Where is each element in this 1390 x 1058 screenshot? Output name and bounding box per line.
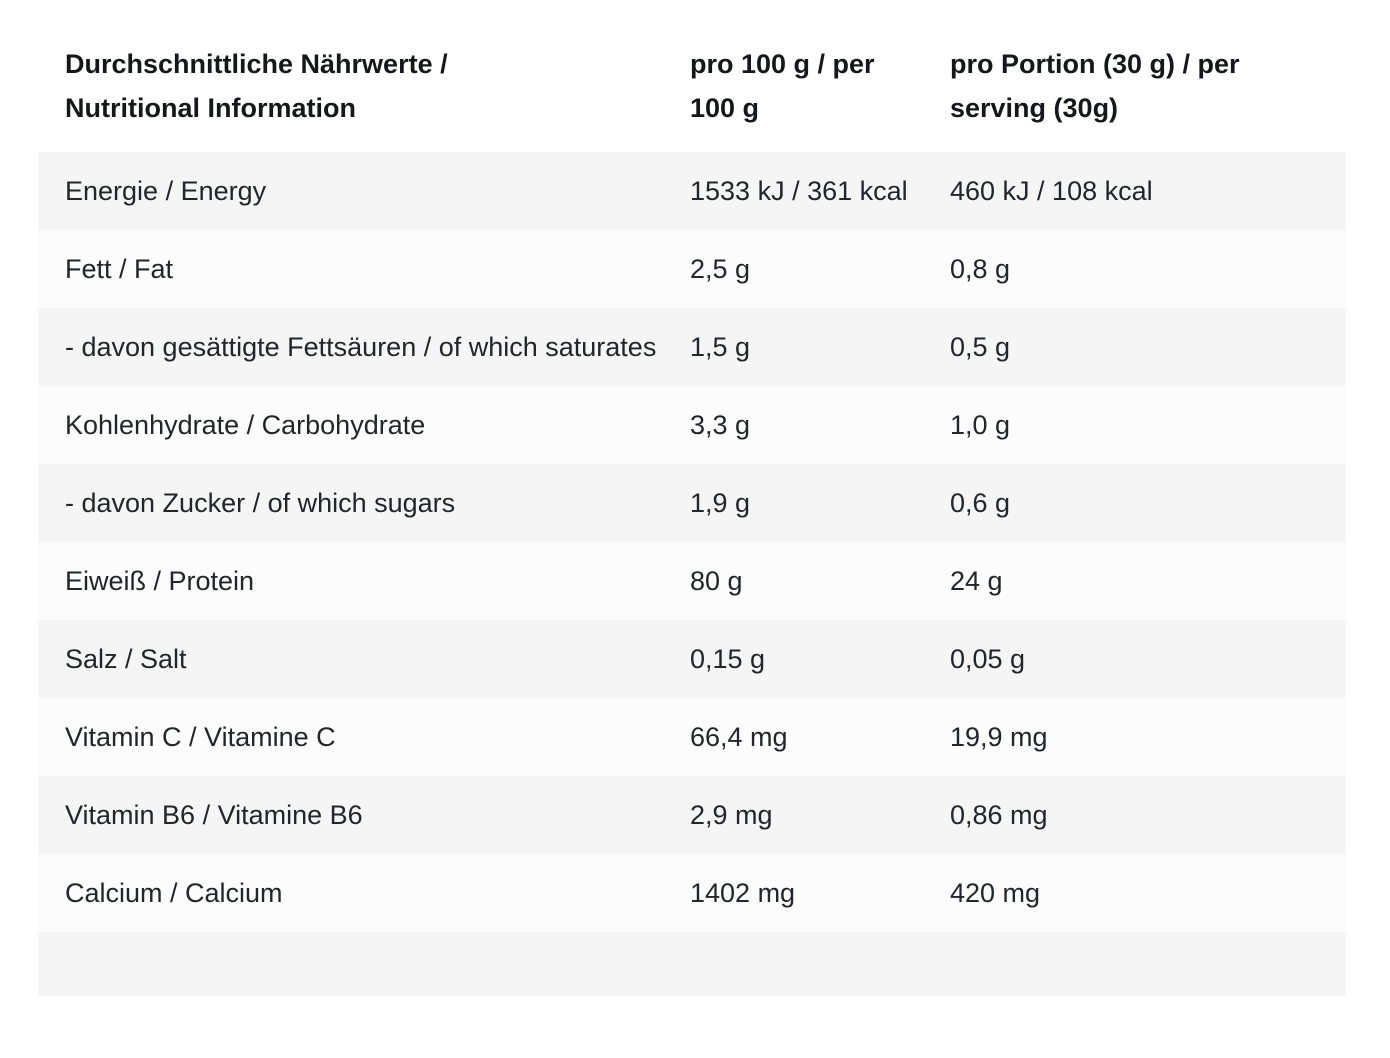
header-per-serving-label: pro Portion (30 g) / per serving (30g) <box>950 49 1240 123</box>
table-row-sugars: - davon Zucker / of which sugars 1,9 g 0… <box>38 464 1346 542</box>
per-100g-cell: 3,3 g <box>690 386 950 464</box>
per-100g-value: 2,9 mg <box>690 800 773 830</box>
per-100g-value: 0,15 g <box>690 644 766 674</box>
table-row-saturates: - davon gesättigte Fettsäuren / of which… <box>38 308 1346 386</box>
table-row-energy: Energie / Energy 1533 kJ / 361 kcal 460 … <box>38 152 1346 230</box>
table-row-calcium: Calcium / Calcium 1402 mg 420 mg <box>38 854 1346 932</box>
per-serving-cell: 460 kJ / 108 kcal <box>950 152 1346 230</box>
table-row-vitamin-c: Vitamin C / Vitamine C 66,4 mg 19,9 mg <box>38 698 1346 776</box>
header-per-100g: pro 100 g / per 100 g <box>690 24 950 152</box>
table-row-carbohydrate: Kohlenhydrate / Carbohydrate 3,3 g 1,0 g <box>38 386 1346 464</box>
nutrient-label-cell: Fett / Fat <box>38 230 690 308</box>
per-100g-cell: 0,15 g <box>690 620 950 698</box>
per-100g-cell: 66,4 mg <box>690 698 950 776</box>
nutrient-label-cell: Vitamin B6 / Vitamine B6 <box>38 776 690 854</box>
per-100g-value: 1402 mg <box>690 878 796 908</box>
header-nutrient-label: Durchschnittliche Nährwerte / Nutritiona… <box>65 49 448 123</box>
per-serving-cell: 420 mg <box>950 854 1346 932</box>
per-100g-value: 66,4 mg <box>690 722 788 752</box>
per-100g-cell: 1,9 g <box>690 464 950 542</box>
per-100g-value: 2,5 g <box>690 254 751 284</box>
per-100g-cell: 1533 kJ / 361 kcal <box>690 152 950 230</box>
header-nutrient: Durchschnittliche Nährwerte / Nutritiona… <box>38 24 690 152</box>
table-row-protein: Eiweiß / Protein 80 g 24 g <box>38 542 1346 620</box>
per-100g-value: 1533 kJ / 361 kcal <box>690 176 908 206</box>
per-serving-cell <box>950 932 1346 996</box>
table-row-vitamin-b6: Vitamin B6 / Vitamine B6 2,9 mg 0,86 mg <box>38 776 1346 854</box>
nutrient-label-cell: Eiweiß / Protein <box>38 542 690 620</box>
per-100g-value: 1,5 g <box>690 332 751 362</box>
table-header: Durchschnittliche Nährwerte / Nutritiona… <box>38 24 1346 152</box>
per-serving-cell: 0,6 g <box>950 464 1346 542</box>
table-row-partial <box>38 932 1346 996</box>
per-serving-cell: 0,86 mg <box>950 776 1346 854</box>
per-serving-cell: 1,0 g <box>950 386 1346 464</box>
nutrition-table: Durchschnittliche Nährwerte / Nutritiona… <box>38 24 1346 996</box>
per-serving-cell: 0,05 g <box>950 620 1346 698</box>
nutrient-label-cell: Calcium / Calcium <box>38 854 690 932</box>
per-serving-cell: 0,8 g <box>950 230 1346 308</box>
nutrient-label-cell: Energie / Energy <box>38 152 690 230</box>
per-100g-cell: 80 g <box>690 542 950 620</box>
per-100g-value: 3,3 g <box>690 410 751 440</box>
table-row-salt: Salz / Salt 0,15 g 0,05 g <box>38 620 1346 698</box>
header-per-100g-label: pro 100 g / per 100 g <box>690 49 875 123</box>
per-100g-value: 1,9 g <box>690 488 751 518</box>
per-serving-cell: 19,9 mg <box>950 698 1346 776</box>
per-100g-cell: 2,5 g <box>690 230 950 308</box>
header-per-serving: pro Portion (30 g) / per serving (30g) <box>950 24 1346 152</box>
table-body: Energie / Energy 1533 kJ / 361 kcal 460 … <box>38 152 1346 996</box>
nutrient-label-cell: Kohlenhydrate / Carbohydrate <box>38 386 690 464</box>
table-header-row: Durchschnittliche Nährwerte / Nutritiona… <box>38 24 1346 152</box>
nutrient-label-cell: - davon Zucker / of which sugars <box>38 464 690 542</box>
nutrient-label-cell: Salz / Salt <box>38 620 690 698</box>
per-100g-cell <box>690 932 950 996</box>
per-100g-value: 80 g <box>690 566 743 596</box>
nutrient-label-cell: - davon gesättigte Fettsäuren / of which… <box>38 308 690 386</box>
per-serving-cell: 0,5 g <box>950 308 1346 386</box>
table-row-fat: Fett / Fat 2,5 g 0,8 g <box>38 230 1346 308</box>
per-100g-cell: 2,9 mg <box>690 776 950 854</box>
per-100g-cell: 1,5 g <box>690 308 950 386</box>
per-100g-cell: 1402 mg <box>690 854 950 932</box>
nutrient-label-cell: Vitamin C / Vitamine C <box>38 698 690 776</box>
nutrient-label-cell <box>38 932 690 996</box>
per-serving-cell: 24 g <box>950 542 1346 620</box>
